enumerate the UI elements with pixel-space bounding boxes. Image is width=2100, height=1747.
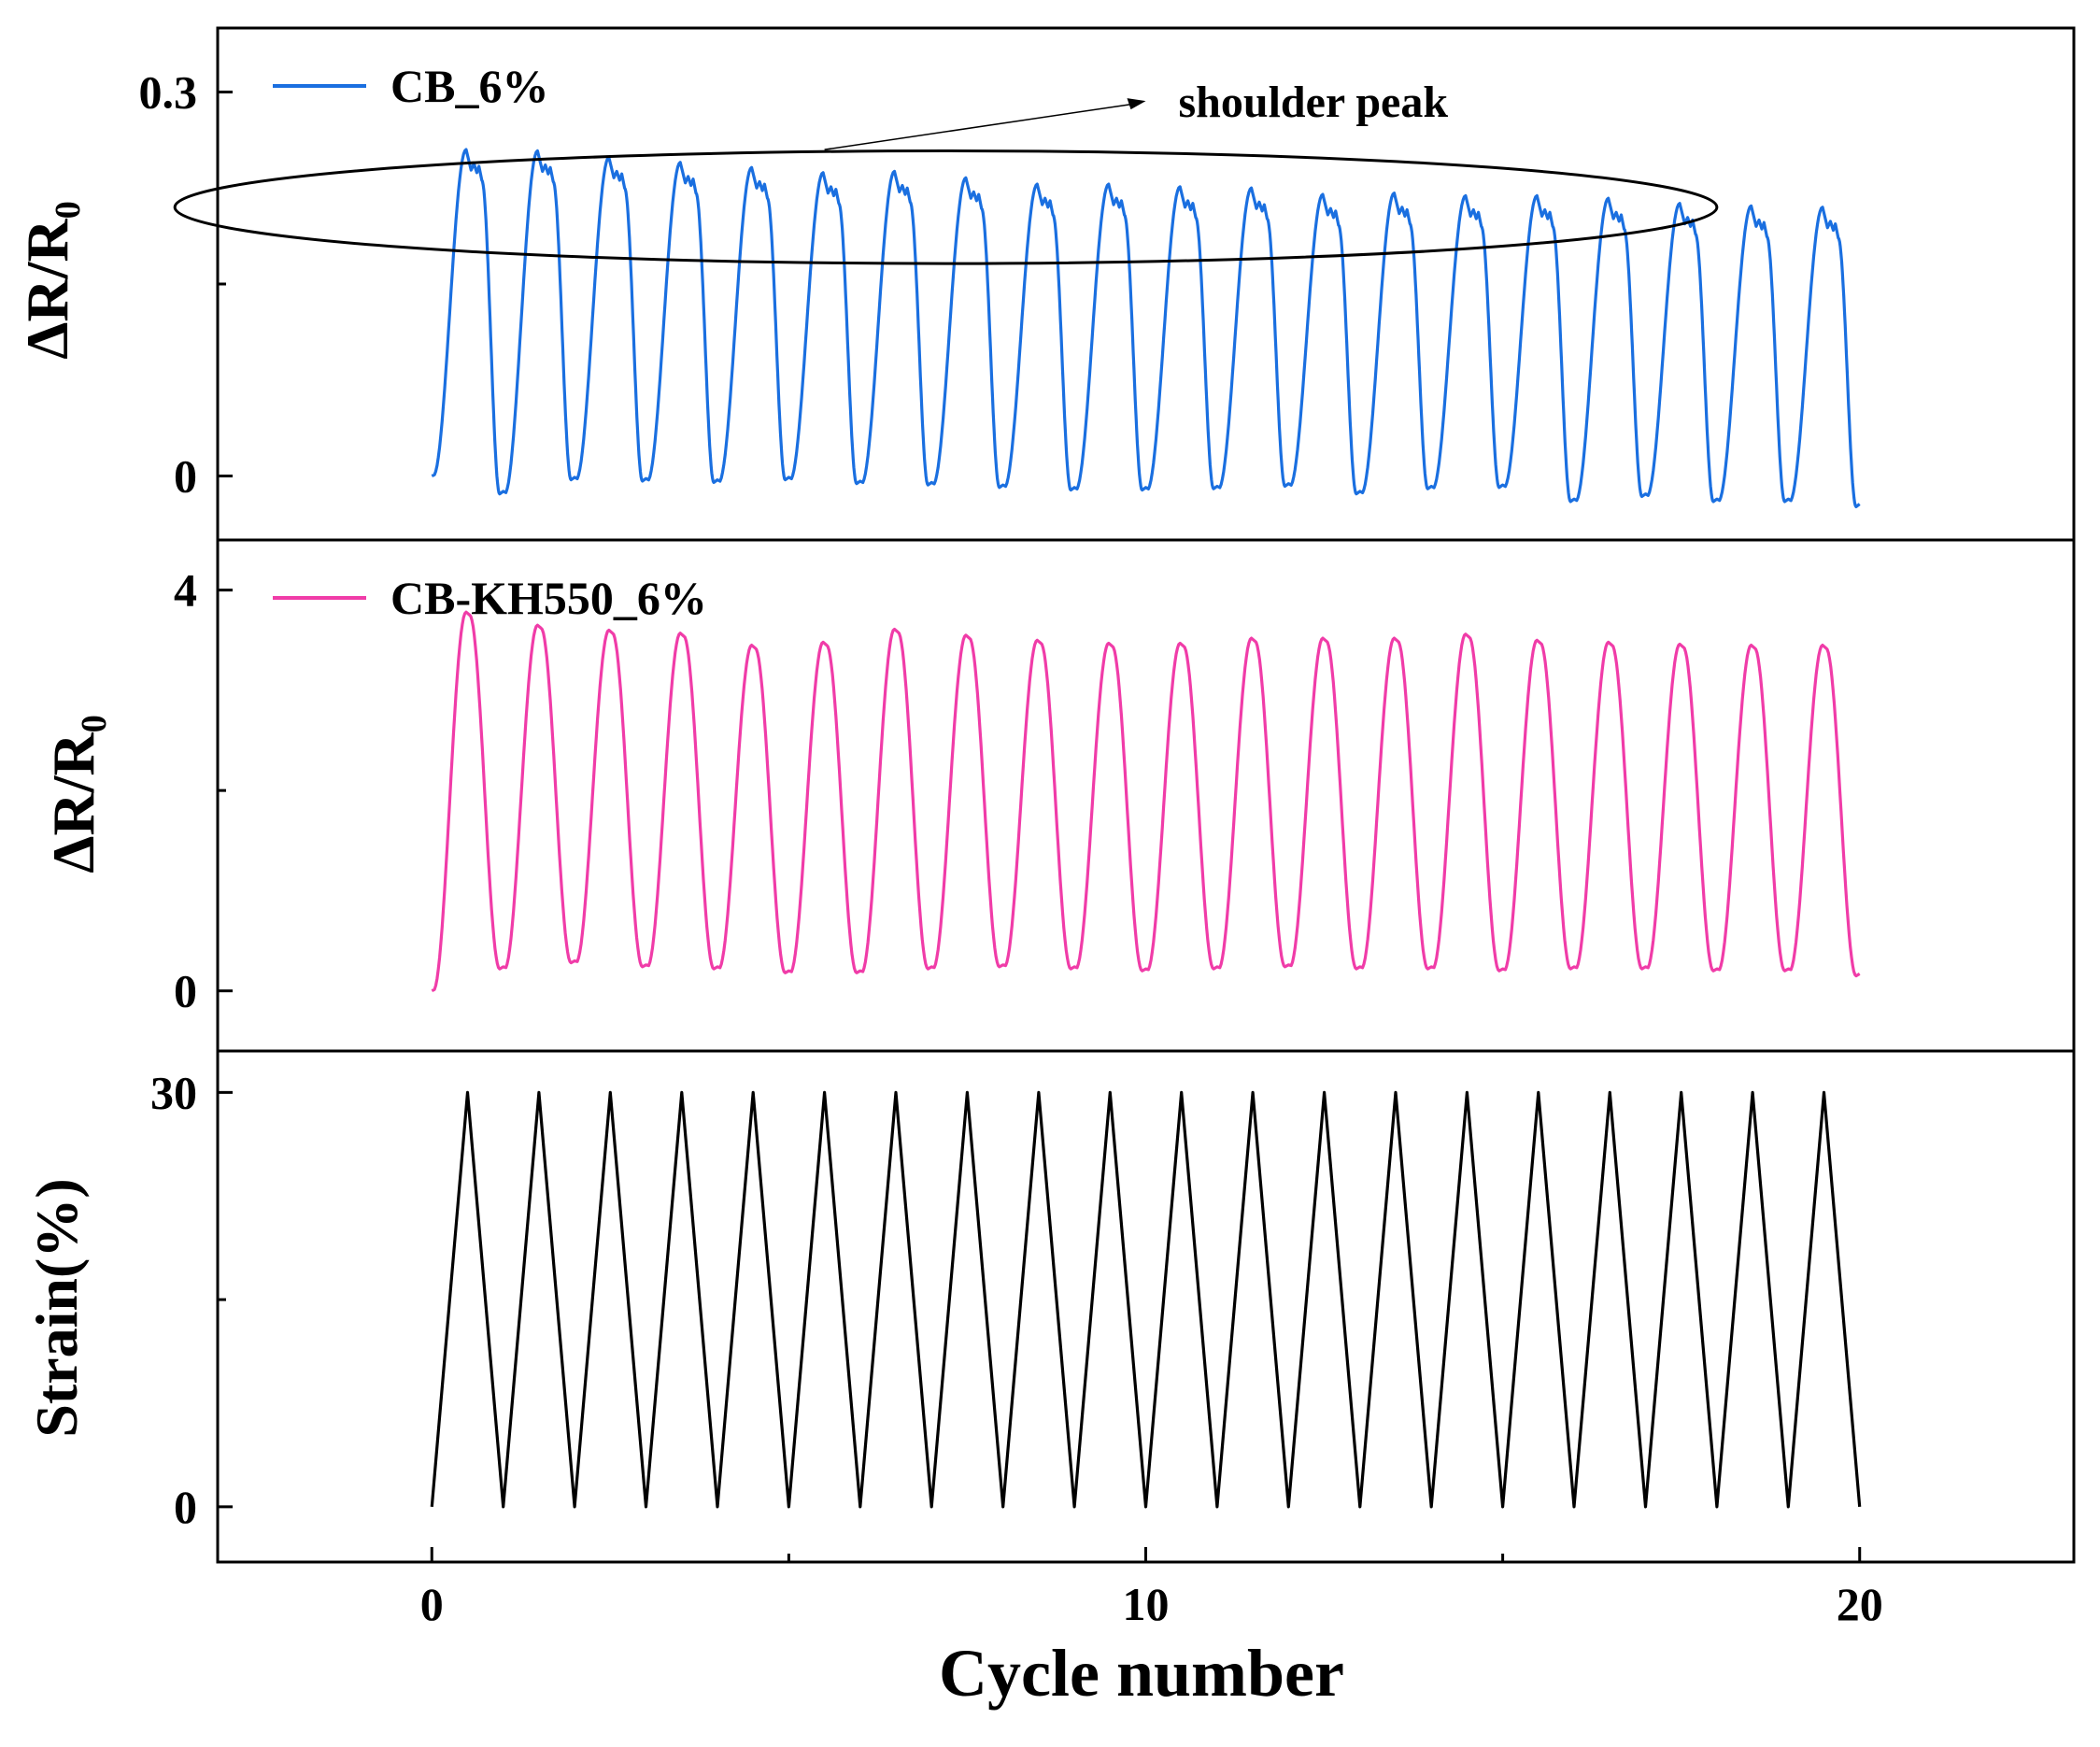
shoulder-peak-annotation: shoulder peak	[173, 78, 1719, 265]
y-axis-labels: ΔR/R₀ ΔR/R₀ Strain(%)	[14, 201, 106, 1437]
series-line-1	[431, 610, 1861, 993]
annotation-arrow-line	[824, 103, 1135, 150]
y-axis-label: ΔR/R₀	[40, 715, 106, 874]
annotation-label: shoulder peak	[1179, 78, 1449, 127]
y-tick-label: 4	[174, 564, 197, 617]
annotation-ellipse	[173, 149, 1719, 265]
y-tick-label: 0	[174, 450, 197, 503]
legend-label: CB-KH550_6%	[390, 572, 707, 624]
series-line-2	[430, 1090, 1862, 1509]
y-tick-label: 30	[150, 1066, 197, 1118]
y-tick-label: 0	[174, 1481, 197, 1533]
y-axis-label: Strain(%)	[23, 1178, 90, 1437]
annotation-arrowhead	[1127, 98, 1146, 110]
tick-labels: 0 0.3 0 4 0 30 0 10 20	[139, 66, 1883, 1631]
x-tick-label: 0	[420, 1578, 444, 1630]
series-line-0	[431, 148, 1861, 508]
axis-ticks	[218, 91, 1862, 1562]
plot-lines	[430, 148, 1862, 1509]
x-axis-label: Cycle number	[939, 1636, 1344, 1711]
legend-label: CB_6%	[390, 60, 548, 112]
plot-frame	[216, 26, 2076, 1564]
y-axis-label: ΔR/R₀	[14, 201, 80, 360]
panel-frames	[216, 26, 2076, 1564]
y-tick-label: 0	[174, 965, 197, 1017]
y-tick-label: 0.3	[139, 66, 198, 119]
x-tick-label: 10	[1123, 1578, 1170, 1630]
x-tick-label: 20	[1837, 1578, 1883, 1630]
legends: CB_6% CB-KH550_6%	[273, 60, 707, 624]
